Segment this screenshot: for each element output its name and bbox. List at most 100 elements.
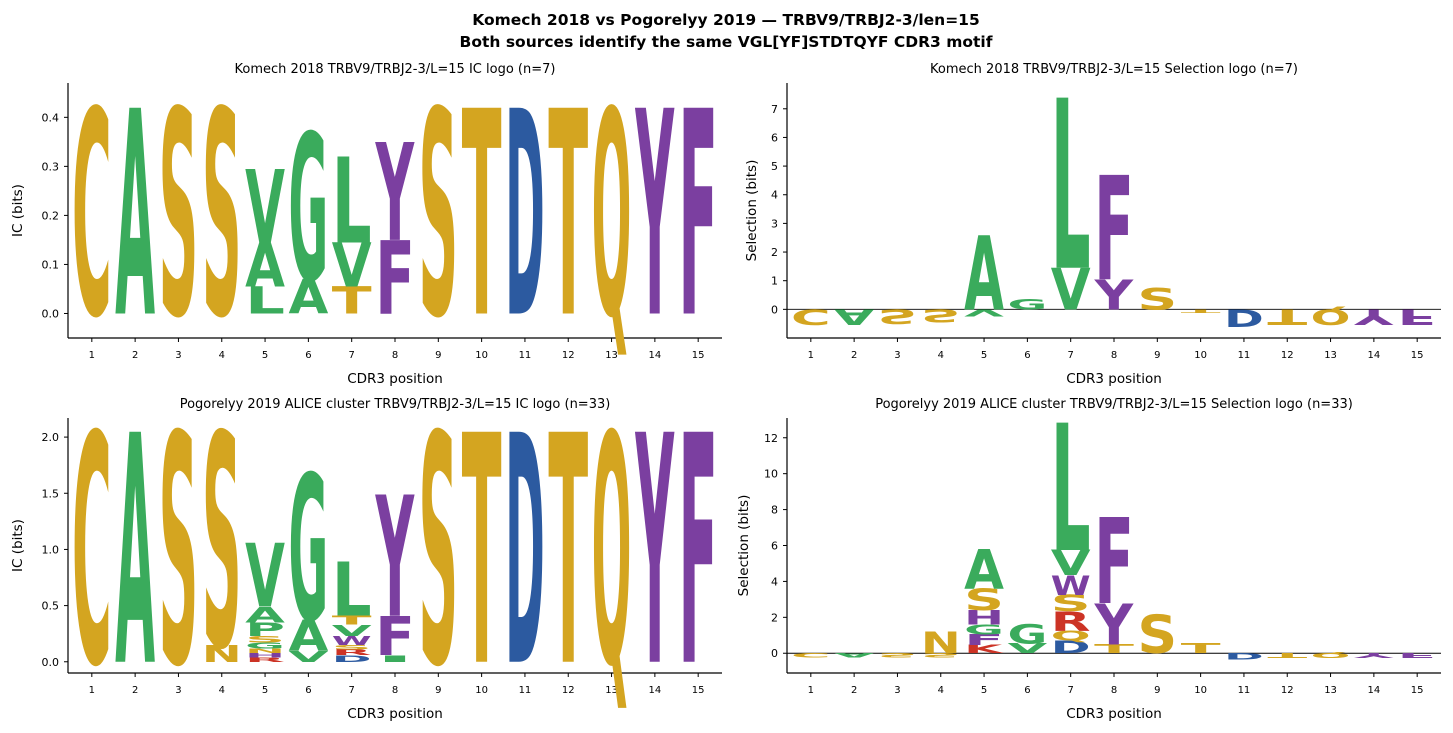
- logo-letter-d: D: [1051, 637, 1091, 657]
- logo-stack: T: [1181, 641, 1221, 657]
- logo-stack: YF: [1093, 146, 1133, 320]
- x-tick-label: 1: [808, 350, 814, 361]
- logo-letter-q: Q: [1051, 629, 1091, 645]
- logo-letter-r: R: [245, 656, 285, 663]
- logo-letter-t: T: [462, 53, 502, 381]
- logo-letter-s: S: [202, 51, 242, 380]
- y-axis-label: Selection (bits): [744, 160, 760, 262]
- logo-letter-s: S: [245, 634, 285, 645]
- x-tick-label: 8: [1111, 350, 1117, 361]
- y-axis-label: IC (bits): [10, 519, 26, 572]
- y-tick-label: 5: [771, 160, 778, 173]
- logo-stack: Y: [635, 52, 675, 380]
- logo-letter-v: V: [332, 622, 373, 640]
- logo-stack: AV: [964, 216, 1004, 335]
- y-axis-label: Selection (bits): [736, 495, 752, 597]
- logo-stack: IFY: [375, 462, 415, 668]
- y-tick-label: 2: [771, 611, 778, 624]
- logo-letter-f: F: [1094, 146, 1134, 314]
- y-tick-label: 1: [771, 275, 778, 288]
- y-tick-label: 0: [771, 647, 778, 660]
- x-tick-label: 9: [1154, 685, 1160, 696]
- logo-letter-v: V: [332, 232, 372, 302]
- x-tick-label: 3: [175, 350, 181, 361]
- logo-stack: LAV: [245, 149, 285, 323]
- x-tick-label: 13: [605, 685, 618, 696]
- logo-letter-f: F: [375, 606, 415, 668]
- logo-letter-p: P: [245, 619, 285, 641]
- logo-letter-t: T: [1181, 641, 1221, 657]
- x-tick-label: 3: [894, 685, 900, 696]
- logo-stack: G: [1007, 297, 1047, 313]
- x-tick-label: 13: [605, 350, 618, 361]
- x-tick-label: 8: [1111, 685, 1117, 696]
- x-tick-label: 15: [692, 685, 705, 696]
- logo-letter-c: C: [72, 51, 112, 380]
- x-tick-label: 5: [262, 685, 268, 696]
- logo-stack: S: [878, 305, 918, 328]
- logo-letter-s: S: [964, 584, 1004, 618]
- logo-letter-a: A: [964, 539, 1004, 602]
- x-tick-label: 6: [305, 685, 311, 696]
- logo-letter-v: V: [245, 525, 285, 627]
- logo-stack: VL: [1051, 52, 1091, 324]
- x-tick-label: 7: [1068, 685, 1074, 696]
- logo-letter-a: A: [245, 232, 285, 302]
- x-tick-label: 7: [349, 685, 355, 696]
- y-tick-label: 1.5: [42, 487, 60, 500]
- x-tick-label: 15: [1411, 685, 1424, 696]
- x-tick-label: 11: [519, 685, 532, 696]
- logo-stack: D: [1224, 651, 1264, 661]
- logo-stack: S: [878, 652, 918, 659]
- panel-komech-selection-logo: Komech 2018 TRBV9/TRBJ2-3/L=15 Selection…: [744, 52, 1441, 387]
- x-tick-label: 10: [1194, 350, 1207, 361]
- logo-letter-s: S: [1137, 604, 1177, 666]
- x-axis-label: CDR3 position: [1066, 706, 1162, 722]
- logo-letter-s: S: [921, 305, 961, 326]
- logo-letter-r: R: [332, 648, 372, 657]
- x-tick-label: 3: [894, 350, 900, 361]
- panel-title: Komech 2018 TRBV9/TRBJ2-3/L=15 IC logo (…: [235, 62, 556, 77]
- logo-stack: T: [1267, 304, 1307, 329]
- x-tick-label: 14: [649, 350, 662, 361]
- x-tick-label: 14: [649, 685, 662, 696]
- y-tick-label: 0.0: [42, 656, 60, 669]
- logo-letter-s: S: [202, 374, 242, 714]
- logo-stack: C: [791, 652, 831, 659]
- logo-letter-g: G: [1007, 297, 1047, 313]
- logo-letter-s: S: [418, 51, 458, 380]
- logo-letter-l: L: [1051, 52, 1091, 324]
- logo-letter-f: F: [1397, 651, 1437, 660]
- logo-letter-t: T: [548, 53, 588, 381]
- logo-letter-s: S: [159, 371, 199, 733]
- logo-letter-n: N: [921, 626, 961, 660]
- logo-letter-l: L: [1051, 388, 1091, 592]
- logo-letter-s: S: [921, 652, 961, 659]
- logo-letter-t: T: [332, 613, 372, 627]
- y-tick-label: 6: [771, 540, 778, 553]
- x-tick-label: 2: [132, 350, 138, 361]
- logo-stack: Q: [592, 371, 632, 733]
- logo-stack: TVL: [332, 135, 373, 323]
- logo-letter-l: L: [245, 280, 285, 323]
- x-tick-label: 1: [89, 350, 95, 361]
- x-tick-label: 14: [1368, 350, 1381, 361]
- x-axis-label: CDR3 position: [1066, 371, 1162, 387]
- logo-letter-s: S: [1137, 283, 1177, 317]
- logo-letter-t: T: [1181, 308, 1221, 313]
- logo-letter-a: A: [115, 370, 155, 733]
- logo-letter-g: G: [288, 92, 328, 327]
- figure-title-line2: Both sources identify the same VGL[YF]ST…: [460, 33, 993, 51]
- logo-stack: SN: [921, 626, 961, 660]
- x-tick-label: 8: [392, 685, 398, 696]
- logo-letter-v: V: [1007, 641, 1047, 657]
- logo-letter-y: Y: [635, 52, 675, 380]
- logo-stack: C: [72, 51, 112, 380]
- logo-letter-t: T: [1267, 304, 1307, 329]
- logo-letter-f: F: [678, 370, 718, 733]
- x-tick-label: 8: [392, 350, 398, 361]
